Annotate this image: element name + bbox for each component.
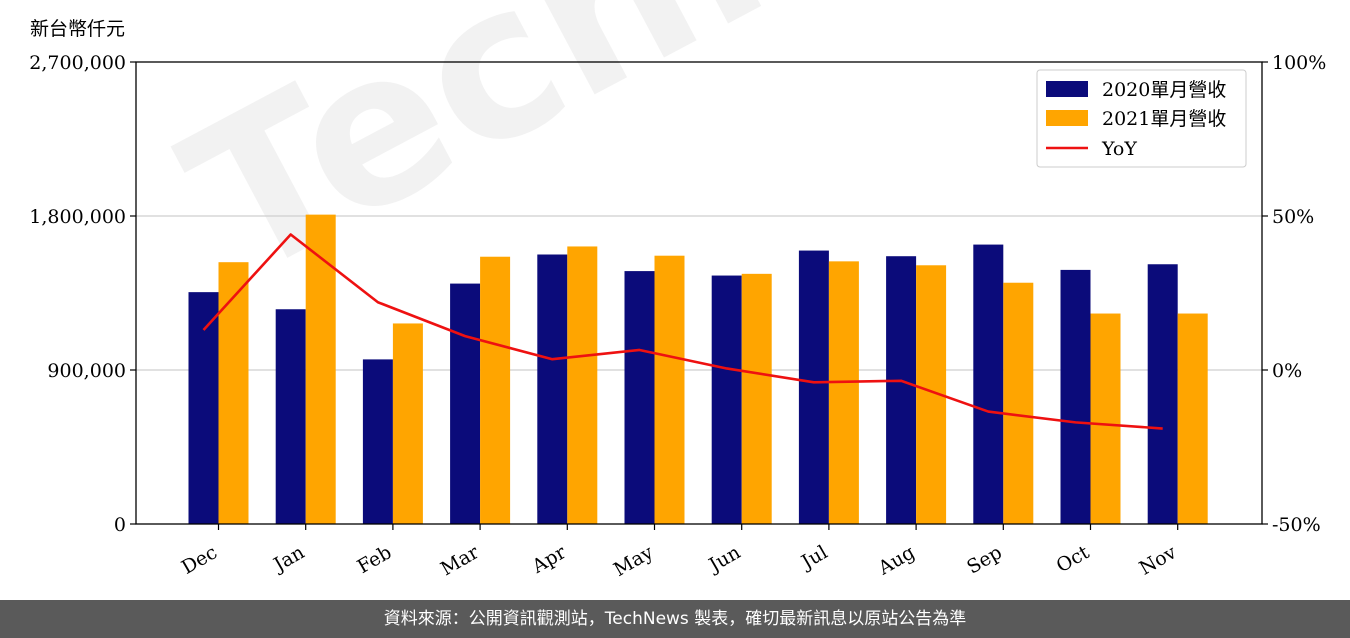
x-tick-label: Oct (1053, 541, 1094, 577)
bar-2021-jul (828, 261, 859, 524)
x-tick-label: Aug (874, 541, 919, 580)
x-tick-label: Mar (437, 541, 483, 580)
bar-2021-feb (392, 323, 423, 524)
y-axis-unit-label: 新台幣仟元 (30, 18, 126, 40)
bar-2021-mar (480, 256, 511, 524)
bar-2020-sep (973, 244, 1004, 524)
bar-2021-sep (1003, 282, 1034, 524)
x-tick-label: Jan (268, 541, 308, 577)
plot-frame (135, 61, 1263, 525)
y-tick-label: 1,800,000 (29, 206, 126, 228)
y2-tick-label: 50% (1272, 206, 1314, 228)
x-tick-label: Jul (796, 541, 831, 574)
x-tick-label: Sep (963, 541, 1006, 578)
bar-2020-dec (188, 292, 219, 524)
x-tick-label: Dec (178, 541, 221, 579)
x-tick-label: Jun (704, 541, 745, 577)
x-tick-label: May (610, 541, 657, 581)
legend-box (1036, 69, 1247, 168)
y2-tick-label: 0% (1272, 360, 1302, 382)
bar-2021-oct (1090, 313, 1121, 524)
bar-2020-apr (537, 254, 568, 524)
bar-2020-feb (362, 359, 393, 524)
legend-label-2020: 2020單月營收 (1102, 79, 1226, 101)
axes (135, 61, 1263, 525)
bar-2021-jun (741, 273, 772, 524)
footer-source-note: 資料來源：公開資訊觀測站，TechNews 製表，確切最新訊息以原站公告為準 (0, 600, 1350, 638)
y2-tick-label: -50% (1272, 514, 1321, 536)
bar-2021-nov (1177, 313, 1208, 524)
y-tick-label: 2,700,000 (29, 52, 126, 74)
x-tick-label: Nov (1136, 541, 1181, 580)
legend-label-2021: 2021單月營收 (1102, 108, 1226, 130)
y-tick-label: 900,000 (47, 360, 126, 382)
y2-tick-label: 100% (1272, 52, 1326, 74)
legend-swatch-2020 (1046, 81, 1088, 97)
bar-2020-jun (711, 275, 742, 524)
x-tick-label: Apr (528, 541, 571, 578)
bar-2021-jan (305, 214, 336, 524)
bar-2021-may (654, 255, 685, 524)
x-tick-label: Feb (354, 541, 396, 578)
yoy-line (202, 233, 1163, 430)
legend-swatch-2021 (1046, 110, 1088, 126)
legend-label-yoy: YoY (1101, 138, 1137, 160)
bar-2020-mar (450, 283, 481, 524)
y-tick-label: 0 (114, 514, 126, 536)
bar-2020-may (624, 271, 655, 524)
bar-2021-apr (567, 246, 598, 525)
bar-2020-aug (886, 256, 917, 524)
bar-2020-jul (798, 250, 829, 524)
bar-2020-oct (1060, 269, 1091, 524)
revenue-chart: 0 900,000 1,800,000 2,700,000 -50% 0% 50% 100% D… (29, 52, 1326, 581)
yoy-line-group (202, 233, 1163, 430)
legend: 2020單月營收 2021單月營收 YoY (1036, 69, 1247, 168)
bars (188, 214, 1208, 525)
bar-2021-dec (218, 262, 249, 524)
bar-2020-jan (275, 309, 306, 524)
bar-2020-nov (1147, 264, 1178, 524)
